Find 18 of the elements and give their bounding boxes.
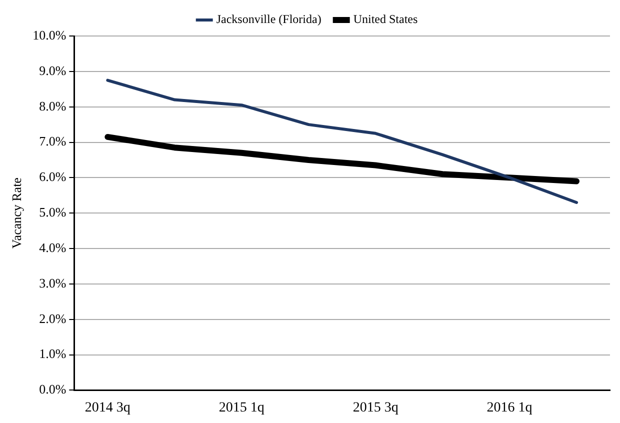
x-tick-label: 2014 3q — [84, 400, 130, 416]
x-tick-label: 2016 1q — [486, 400, 532, 416]
legend-label: Jacksonville (Florida) — [216, 12, 322, 26]
legend-label: United States — [353, 12, 418, 26]
y-tick-label: 10.0% — [32, 27, 66, 42]
y-tick-label: 9.0% — [39, 62, 66, 78]
y-tick-label: 2.0% — [39, 310, 66, 326]
x-tick-label: 2015 3q — [352, 400, 398, 416]
y-tick-label: 5.0% — [39, 204, 66, 220]
y-tick-label: 8.0% — [39, 98, 66, 114]
y-tick-label: 7.0% — [39, 134, 66, 149]
y-tick-label: 4.0% — [39, 240, 66, 255]
x-tick-label: 2015 1q — [218, 400, 264, 416]
y-tick-label: 3.0% — [39, 275, 66, 290]
y-tick-label: 6.0% — [39, 169, 66, 184]
y-tick-label: 1.0% — [39, 346, 66, 362]
y-tick-label: 0.0% — [39, 382, 66, 397]
y-axis-title: Vacancy Rate — [9, 177, 24, 249]
